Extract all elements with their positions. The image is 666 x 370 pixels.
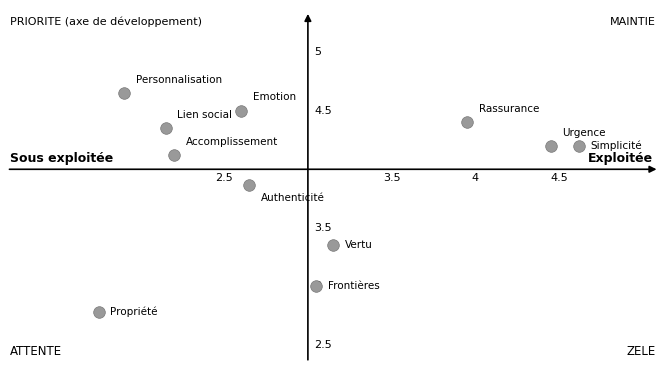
Text: ZELE: ZELE xyxy=(627,345,656,358)
Text: 3.5: 3.5 xyxy=(383,173,400,183)
Text: 4.5: 4.5 xyxy=(314,106,332,116)
Text: MAINTIE: MAINTIE xyxy=(610,17,656,27)
Point xyxy=(93,309,104,315)
Text: Lien social: Lien social xyxy=(177,110,232,120)
Text: Propriété: Propriété xyxy=(111,307,158,317)
Text: 4.5: 4.5 xyxy=(550,173,568,183)
Text: PRIORITE (axe de développement): PRIORITE (axe de développement) xyxy=(10,17,202,27)
Text: Accomplissement: Accomplissement xyxy=(186,137,278,147)
Point xyxy=(545,143,556,149)
Text: Vertu: Vertu xyxy=(345,240,372,250)
Point xyxy=(161,125,171,131)
Point xyxy=(311,283,322,289)
Text: 3.5: 3.5 xyxy=(314,223,332,233)
Point xyxy=(573,143,584,149)
Text: 2.5: 2.5 xyxy=(314,340,332,350)
Text: Sous exploitée: Sous exploitée xyxy=(10,152,113,165)
Text: Urgence: Urgence xyxy=(562,128,606,138)
Text: 5: 5 xyxy=(314,47,322,57)
Text: Rassurance: Rassurance xyxy=(479,104,539,114)
Text: 2.5: 2.5 xyxy=(215,173,233,183)
Point xyxy=(168,152,179,158)
Text: Exploitée: Exploitée xyxy=(587,152,653,165)
Point xyxy=(236,108,246,114)
Point xyxy=(328,242,338,248)
Text: 3: 3 xyxy=(314,282,322,292)
Text: Emotion: Emotion xyxy=(252,92,296,102)
Point xyxy=(119,90,129,96)
Text: Simplicité: Simplicité xyxy=(591,141,642,151)
Text: ATTENTE: ATTENTE xyxy=(10,345,62,358)
Text: Frontières: Frontières xyxy=(328,282,380,292)
Point xyxy=(462,120,472,125)
Text: Personnalisation: Personnalisation xyxy=(135,75,222,85)
Text: 4: 4 xyxy=(472,173,479,183)
Point xyxy=(244,182,254,188)
Text: Authenticité: Authenticité xyxy=(261,193,325,203)
